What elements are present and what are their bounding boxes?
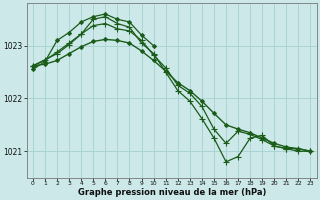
X-axis label: Graphe pression niveau de la mer (hPa): Graphe pression niveau de la mer (hPa)	[77, 188, 266, 197]
